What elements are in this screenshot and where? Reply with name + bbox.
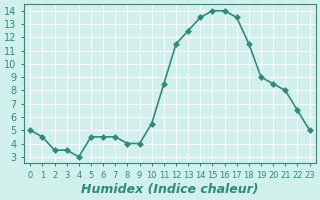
X-axis label: Humidex (Indice chaleur): Humidex (Indice chaleur) xyxy=(81,183,259,196)
